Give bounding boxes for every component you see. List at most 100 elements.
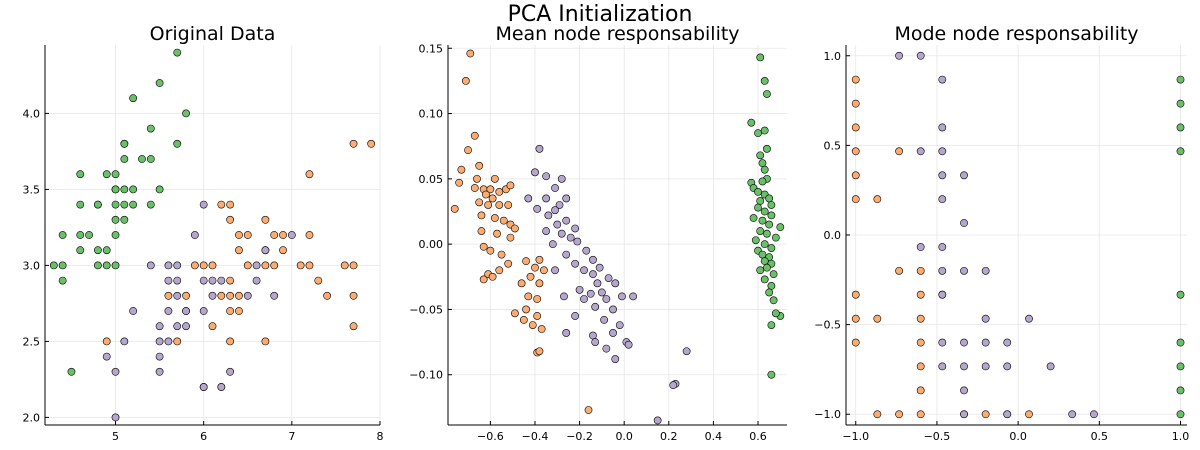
scatter-point: [916, 362, 925, 371]
y-tick-label: 0.5: [824, 139, 842, 152]
scatter-point: [511, 224, 519, 233]
scatter-point: [555, 201, 564, 209]
scatter-point: [146, 261, 155, 270]
scatter-point: [519, 315, 528, 324]
x-tick-label: 1.0: [1172, 430, 1190, 443]
scatter-point: [182, 307, 190, 315]
scatter-point: [155, 322, 164, 331]
scatter-point: [490, 214, 499, 222]
scatter-point: [595, 263, 604, 272]
scatter-point: [765, 288, 774, 297]
scatter-point: [1068, 410, 1077, 419]
scatter-point: [562, 194, 571, 203]
scatter-point: [495, 201, 504, 209]
scatter-point: [760, 257, 769, 266]
scatter-point: [938, 243, 947, 251]
scatter-point: [771, 309, 780, 318]
scatter-point: [490, 174, 499, 183]
scatter-point: [102, 337, 111, 346]
scatter-point: [470, 131, 479, 140]
y-tick-label: 3.0: [23, 259, 41, 272]
scatter-point: [155, 79, 164, 87]
scatter-point: [146, 155, 155, 163]
scatter-point: [173, 337, 182, 346]
scatter-point: [314, 276, 323, 285]
scatter-point: [542, 227, 551, 235]
scatter-point: [938, 195, 947, 204]
scatter-point: [771, 233, 780, 242]
scatter-point: [243, 291, 252, 300]
scatter-point: [535, 144, 544, 153]
scatter-point: [164, 307, 173, 315]
scatter-point: [981, 338, 990, 347]
scatter-point: [173, 322, 182, 331]
scatter-point: [217, 291, 226, 300]
scatter-point: [580, 266, 588, 275]
scatter-point: [129, 307, 138, 315]
figure-title: PCA Initialization: [508, 2, 693, 27]
scatter-point: [199, 307, 208, 315]
panel-original-data: 5 6 7 8 2.0 2.5 3.0 3.5 4.0 Original Data: [23, 23, 384, 443]
scatter-point: [589, 331, 597, 340]
scatter-point: [261, 215, 270, 224]
scatter-point: [488, 194, 497, 203]
x-tick-label: 0.0: [1009, 430, 1027, 443]
scatter-point: [895, 51, 903, 60]
scatter-point: [916, 338, 925, 347]
scatter-point: [580, 295, 588, 303]
scatter-point: [535, 255, 544, 264]
scatter-point: [182, 109, 190, 118]
scatter-point: [769, 270, 778, 279]
x-tick-label: 5: [112, 430, 119, 443]
scatter-point: [533, 204, 542, 213]
scatter-point: [146, 200, 155, 209]
scatter-point: [1176, 386, 1185, 395]
scatter-point: [533, 312, 542, 320]
scatter-point: [120, 155, 129, 163]
scatter-point: [470, 184, 479, 192]
scatter-point: [751, 236, 760, 245]
scatter-point: [916, 290, 925, 299]
scatter-point: [851, 123, 860, 132]
scatter-point: [190, 231, 199, 239]
scatter-point: [624, 340, 633, 349]
scatter-point: [111, 185, 120, 194]
scatter-point: [573, 237, 582, 246]
scatter-point: [173, 48, 182, 57]
scatter-point: [138, 155, 146, 163]
scatter-point: [208, 291, 217, 300]
scatter-point: [524, 292, 533, 301]
scatter-point: [916, 314, 925, 323]
scatter-point: [851, 314, 860, 323]
scatter-point: [93, 246, 102, 255]
scatter-point: [571, 312, 580, 320]
scatter-point: [669, 381, 678, 390]
scatter-point: [758, 250, 767, 259]
scatter-point: [102, 352, 111, 361]
scatter-point: [146, 124, 155, 133]
scatter-point: [93, 261, 102, 270]
scatter-point: [754, 203, 762, 212]
scatter-point: [873, 314, 882, 323]
scatter-point: [763, 263, 771, 272]
scatter-point: [756, 53, 765, 62]
scatter-point: [767, 282, 776, 290]
y-tick-label: 2.5: [23, 335, 41, 348]
scatter-point: [217, 276, 226, 285]
panel-title: Original Data: [150, 23, 276, 45]
scatter-point: [589, 255, 597, 264]
y-tick-label: 1.0: [824, 50, 842, 63]
scatter-point: [58, 231, 67, 239]
scatter-point: [111, 215, 120, 224]
scatter-point: [609, 305, 617, 314]
scatter-point: [493, 229, 501, 238]
scatter-point: [226, 307, 235, 315]
scatter-point: [129, 94, 138, 103]
scatter-point: [76, 246, 85, 255]
scatter-point: [226, 276, 235, 285]
scatter-point: [488, 272, 497, 281]
scatter-point: [765, 194, 774, 203]
scatter-point: [323, 291, 332, 300]
scatter-point: [760, 77, 769, 85]
scatter-point: [560, 292, 568, 301]
